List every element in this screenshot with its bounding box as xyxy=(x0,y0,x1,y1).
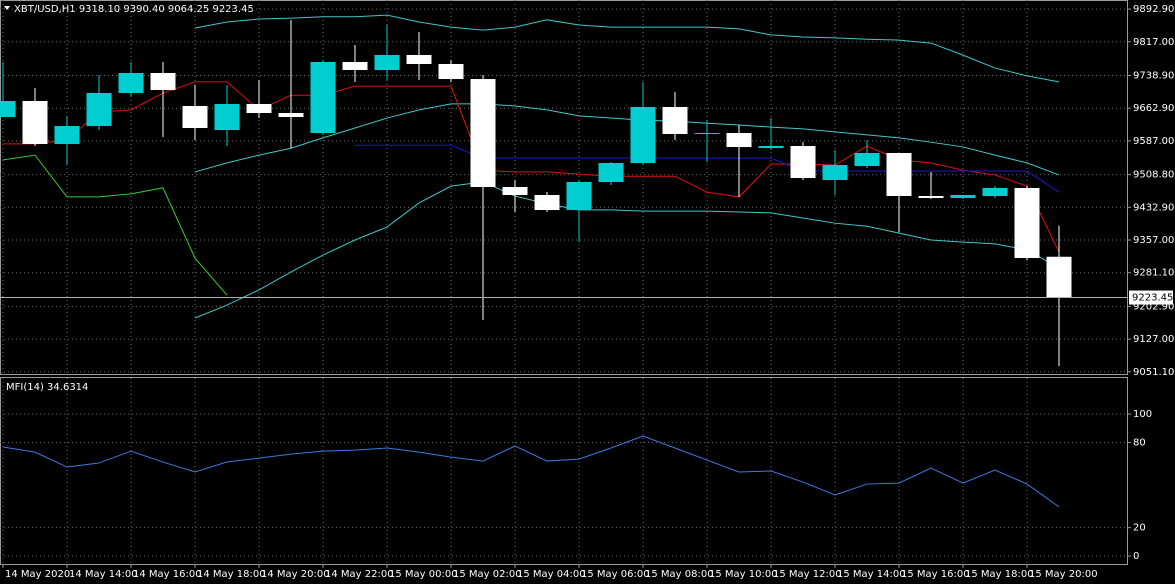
candle-body xyxy=(982,187,1008,197)
y-tick-label: 9587.00 xyxy=(1133,136,1174,147)
candle-body xyxy=(86,92,112,126)
candle-body xyxy=(374,54,400,71)
close-label: 9223.45 xyxy=(212,4,253,15)
y-tick-label: 9357.00 xyxy=(1133,235,1174,246)
candle-body xyxy=(534,195,560,211)
y-tick-label: 9127.00 xyxy=(1133,334,1174,345)
candle-body xyxy=(406,54,432,64)
indicator-line xyxy=(194,14,1060,83)
candle-body xyxy=(310,62,336,134)
x-tick-label: 15 May 20:00 xyxy=(1029,569,1098,580)
menu-arrow[interactable] xyxy=(4,6,10,10)
indicator-line xyxy=(194,103,1060,176)
candle-body xyxy=(214,104,240,130)
candle-body xyxy=(598,163,624,183)
mfi-line xyxy=(2,435,1060,508)
chart-header: XBT/USD,H1 9318.10 9390.40 9064.25 9223.… xyxy=(14,4,254,15)
y-tick-label: 9281.10 xyxy=(1133,268,1174,279)
candle-body xyxy=(246,104,272,114)
candle-body xyxy=(182,105,208,129)
candle-body xyxy=(1014,187,1040,259)
x-tick-label: 14 May 14:00 xyxy=(69,569,138,580)
y-tick-label: 9738.90 xyxy=(1133,70,1174,81)
candle-body xyxy=(150,72,176,91)
candle-body xyxy=(502,187,528,196)
x-tick-label: 14 May 16:00 xyxy=(133,569,202,580)
candle-body xyxy=(694,133,720,135)
x-tick-label: 15 May 06:00 xyxy=(581,569,650,580)
y-tick-label: 9202.90 xyxy=(1133,301,1174,312)
y-tick-label: 9051.10 xyxy=(1133,367,1174,378)
x-tick-label: 15 May 04:00 xyxy=(517,569,586,580)
candle-body xyxy=(790,146,816,178)
x-tick-label: 15 May 16:00 xyxy=(901,569,970,580)
x-tick-label: 14 May 2020 xyxy=(5,569,70,580)
y-tick-label: 9508.80 xyxy=(1133,170,1174,181)
x-tick-label: 14 May 20:00 xyxy=(261,569,330,580)
indicator-line xyxy=(3,81,1060,253)
candle-body xyxy=(822,164,848,181)
candle-body xyxy=(566,182,592,211)
candle-body xyxy=(118,72,144,93)
candle-body xyxy=(470,79,496,187)
x-tick-label: 15 May 18:00 xyxy=(965,569,1034,580)
x-tick-label: 15 May 12:00 xyxy=(773,569,842,580)
candle-body xyxy=(726,133,752,148)
candle-body xyxy=(22,100,48,144)
y-tick-label: 100 xyxy=(1133,409,1152,420)
candle-body xyxy=(630,106,656,164)
candle-body xyxy=(54,125,80,144)
x-tick-label: 14 May 18:00 xyxy=(197,569,266,580)
y-tick-label: 0 xyxy=(1133,551,1139,562)
x-tick-label: 15 May 08:00 xyxy=(645,569,714,580)
price-panel-frame xyxy=(0,0,1128,375)
y-tick-label: 9432.90 xyxy=(1133,202,1174,213)
current-price-box xyxy=(1129,290,1173,305)
y-tick-label: 9662.90 xyxy=(1133,103,1174,114)
candle-body xyxy=(950,195,976,198)
candle-body xyxy=(1046,256,1072,298)
y-tick-label: 9817.00 xyxy=(1133,37,1174,48)
y-tick-label: 20 xyxy=(1133,523,1146,534)
mfi-panel-frame xyxy=(0,377,1128,565)
candle-body xyxy=(854,153,880,167)
candle-body xyxy=(758,146,784,149)
candle-body xyxy=(918,196,944,198)
x-tick-label: 15 May 00:00 xyxy=(389,569,458,580)
indicator-line xyxy=(2,154,228,296)
current-price-label: 9223.45 xyxy=(1132,293,1173,304)
candle-body xyxy=(0,100,16,117)
candle-body xyxy=(662,106,688,135)
indicator-header: MFI(14) 34.6314 xyxy=(6,382,88,393)
indicator-name: MFI(14) xyxy=(6,382,44,393)
candle-body xyxy=(886,153,912,197)
open-label: 9318.10 xyxy=(79,4,120,15)
x-tick-label: 15 May 14:00 xyxy=(837,569,906,580)
x-tick-label: 15 May 02:00 xyxy=(453,569,522,580)
candle-body xyxy=(278,113,304,117)
candle-body xyxy=(438,63,464,80)
x-tick-label: 14 May 22:00 xyxy=(325,569,394,580)
indicator-value: 34.6314 xyxy=(47,382,88,393)
candle-body xyxy=(342,62,368,71)
x-tick-label: 15 May 10:00 xyxy=(709,569,778,580)
y-tick-label: 80 xyxy=(1133,437,1146,448)
indicator-line xyxy=(194,181,1060,319)
y-tick-label: 9892.90 xyxy=(1133,4,1174,15)
